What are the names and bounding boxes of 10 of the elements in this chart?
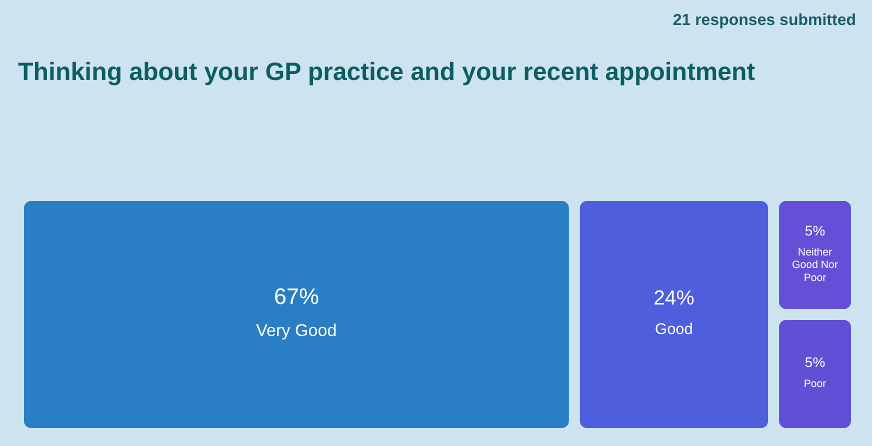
category-label: Neither Good Nor Poor <box>792 246 838 284</box>
data-label: 67% <box>274 284 319 309</box>
data-label: 24% <box>654 288 694 310</box>
text: Thinking about your GP practice and your recent appointment <box>18 58 756 86</box>
category-label: Poor <box>804 378 827 390</box>
text: 21 responses submitted <box>672 12 856 29</box>
category-label: Good <box>655 321 693 338</box>
data-label: 5% <box>804 354 826 370</box>
data-label: 5% <box>804 222 826 238</box>
category-label: Very Good <box>256 320 337 340</box>
